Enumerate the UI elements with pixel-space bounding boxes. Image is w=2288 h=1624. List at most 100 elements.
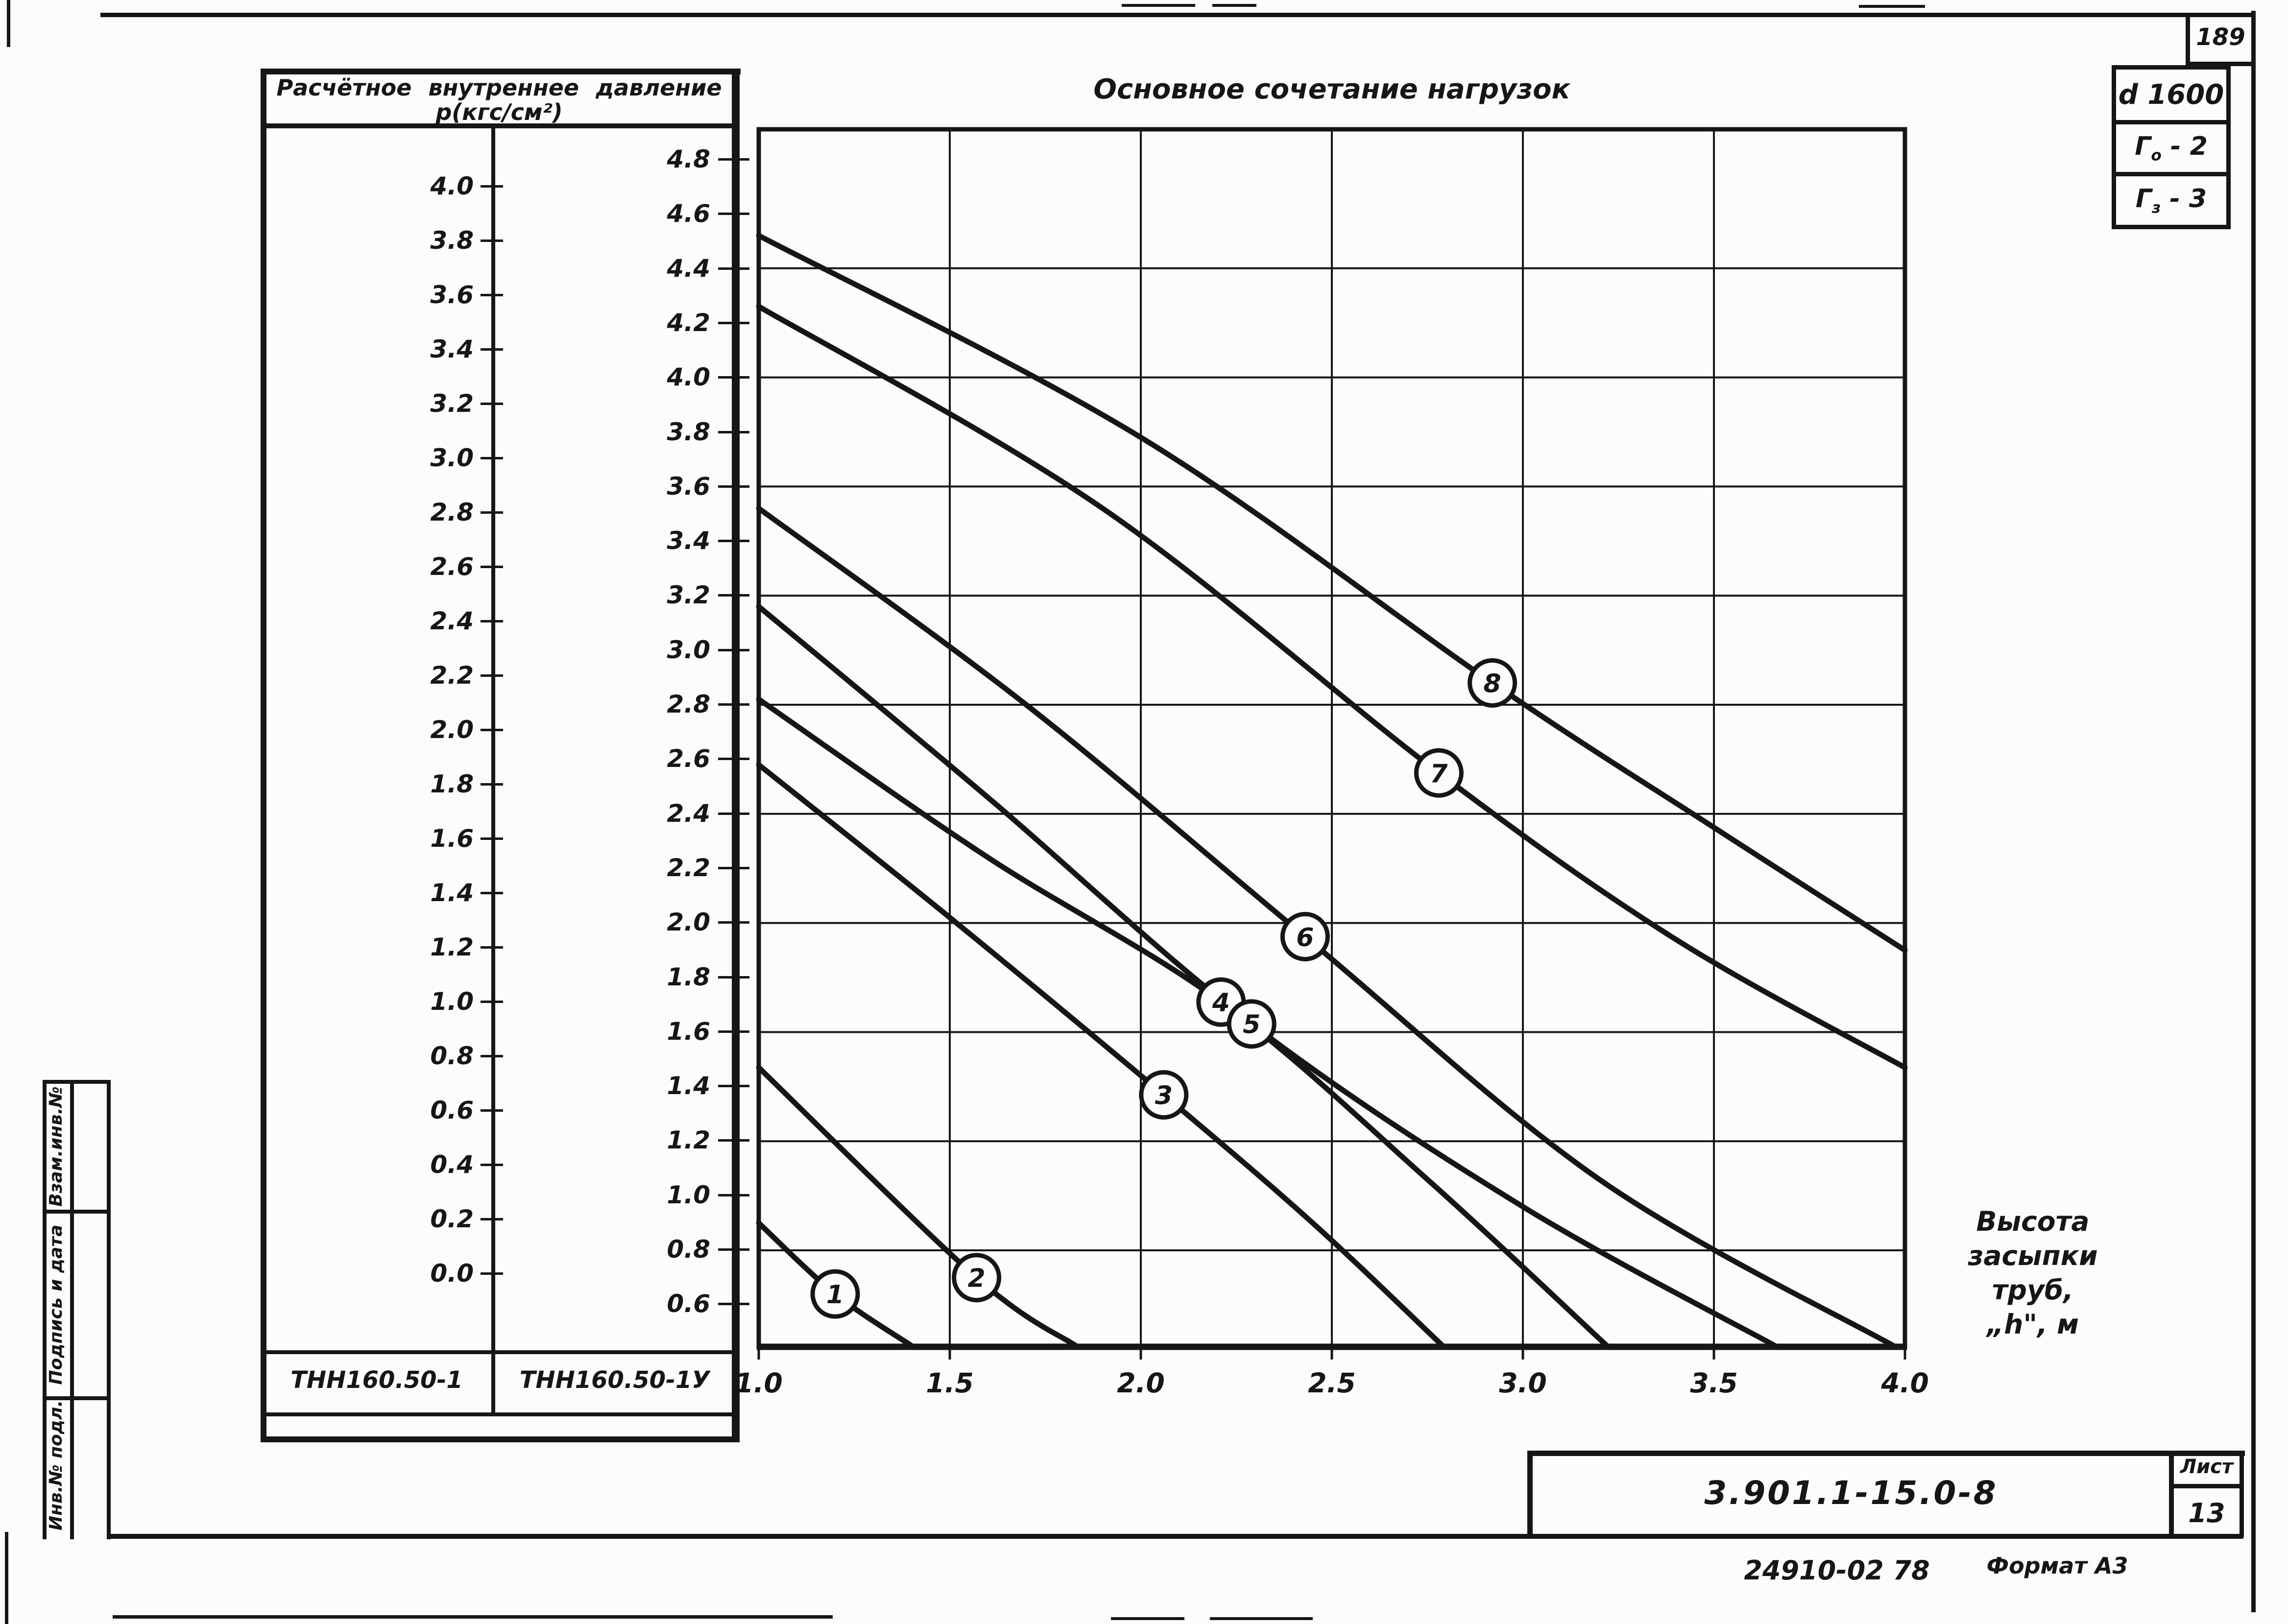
right-scale-tick — [718, 267, 749, 270]
x-tick-label: 4.0 — [1881, 1367, 1929, 1399]
left-scale-tick — [481, 946, 503, 949]
curve-marker-number-5: 5 — [1243, 1010, 1260, 1040]
titleblock-div-vert — [2169, 1451, 2174, 1537]
left-scale-tick — [481, 457, 503, 459]
left-scale-value: 1.8 — [430, 770, 474, 798]
frame-bottom-line — [107, 1534, 2243, 1539]
right-scale-value: 3.8 — [667, 418, 710, 446]
left-scale-tick — [481, 837, 503, 840]
sheet-edge-bottom-left — [5, 1532, 8, 1624]
left-scale-tick — [481, 185, 503, 188]
right-scale-value: 2.8 — [667, 690, 710, 718]
tag-go-label: Го - 2 — [2135, 132, 2208, 165]
right-scale-tick — [718, 322, 749, 324]
curve-5 — [756, 604, 1778, 1349]
table-footer-bottomline — [261, 1412, 740, 1416]
frame-top-line — [100, 13, 2255, 17]
page-bottom-edge-line — [113, 1615, 833, 1619]
titleblock-left — [1527, 1451, 1533, 1537]
x-tick-label: 1.0 — [735, 1367, 783, 1399]
left-scale-value: 0.8 — [430, 1042, 474, 1070]
left-scale-value: 2.8 — [430, 498, 474, 526]
x-axis-caption-line: Высота — [1976, 1206, 2090, 1237]
left-scale-value: 2.6 — [430, 552, 474, 581]
right-scale-value: 2.4 — [667, 799, 710, 828]
left-scale-tick — [481, 1164, 503, 1166]
right-scale-value: 3.4 — [667, 526, 710, 555]
titleblock-right — [2240, 1451, 2244, 1537]
right-scale-tick — [718, 1030, 749, 1033]
left-scale-tick — [481, 239, 503, 242]
table-footer-right: ТНН160.50-1У — [519, 1366, 710, 1394]
page-number: 189 — [2196, 24, 2245, 51]
left-scale-value: 1.6 — [430, 824, 474, 853]
right-scale-tick — [718, 1139, 749, 1142]
right-scale-value: 1.6 — [667, 1017, 710, 1046]
left-scale-tick — [481, 674, 503, 677]
page-bottom-edge-dash1 — [1111, 1617, 1184, 1620]
titleblock-sheet-div — [2169, 1484, 2243, 1488]
right-scale-value: 4.8 — [667, 145, 710, 173]
x-tick-label: 3.0 — [1499, 1367, 1547, 1399]
left-scale-tick — [481, 1109, 503, 1112]
right-scale-tick — [718, 1194, 749, 1196]
right-scale-value: 2.6 — [667, 744, 710, 773]
table-column-divider — [491, 128, 495, 1416]
stamp-col-line-right — [107, 1080, 111, 1539]
x-tick-label: 2.5 — [1308, 1367, 1356, 1399]
doc-number: 3.901.1-15.0-8 — [1704, 1474, 1998, 1512]
x-axis-caption-line: „h", м — [1986, 1309, 2079, 1340]
curve-marker-number-4: 4 — [1212, 988, 1230, 1018]
right-scale-value: 1.2 — [667, 1126, 710, 1154]
table-footer-left: ТНН160.50-1 — [290, 1366, 463, 1394]
left-scale-value: 0.2 — [430, 1205, 474, 1233]
scan-dash-top1 — [1122, 4, 1195, 7]
left-scale-value: 2.0 — [430, 716, 474, 744]
left-scale-value: 0.4 — [430, 1150, 474, 1179]
scan-dash-top3 — [1859, 5, 1925, 8]
curve-2 — [756, 1065, 1079, 1349]
scan-dash-top2 — [1212, 4, 1256, 7]
curve-marker-number-2: 2 — [968, 1264, 986, 1293]
right-scale-value: 0.6 — [667, 1290, 710, 1318]
right-scale-tick — [718, 594, 749, 597]
left-scale-tick — [481, 511, 503, 514]
curve-marker-number-1: 1 — [826, 1280, 844, 1310]
left-scale-value: 0.6 — [430, 1096, 474, 1124]
chart-title: Основное сочетание нагрузок — [1093, 73, 1570, 105]
x-tick-label: 2.0 — [1117, 1367, 1165, 1399]
right-scale-value: 2.0 — [667, 908, 710, 936]
left-scale-tick — [481, 1001, 503, 1003]
table-border-bottom — [261, 1436, 740, 1442]
table-border-top — [261, 69, 741, 74]
curve-marker-circle-1 — [810, 1269, 860, 1319]
curve-marker-number-6: 6 — [1296, 923, 1314, 952]
table-header-line2: р(кгс/см²) — [435, 99, 563, 125]
curve-8 — [756, 233, 1908, 953]
right-scale-tick — [718, 1303, 749, 1305]
right-scale-tick — [718, 649, 749, 651]
left-scale-value: 1.4 — [430, 879, 474, 907]
stamp-code: 24910-02 78 — [1744, 1555, 1930, 1586]
x-tick-label: 3.5 — [1690, 1367, 1738, 1399]
left-scale-tick — [481, 294, 503, 296]
right-scale-value: 1.0 — [667, 1181, 710, 1209]
left-scale-value: 3.0 — [430, 444, 474, 472]
curve-marker-circle-3 — [1139, 1070, 1189, 1120]
left-scale-tick — [481, 620, 503, 622]
right-scale-value: 3.6 — [667, 472, 710, 501]
x-axis-caption-line: засыпки — [1968, 1240, 2098, 1271]
right-scale-value: 4.2 — [667, 309, 710, 337]
right-scale-tick — [718, 976, 749, 979]
right-scale-tick — [718, 867, 749, 869]
right-scale-value: 4.6 — [667, 199, 710, 228]
right-scale-tick — [718, 376, 749, 379]
curve-7 — [756, 304, 1908, 1071]
x-tick-label: 1.5 — [926, 1367, 974, 1399]
right-scale-tick — [718, 812, 749, 815]
curve-marker-number-3: 3 — [1155, 1081, 1173, 1111]
right-scale-tick — [718, 431, 749, 433]
right-scale-tick — [718, 540, 749, 542]
